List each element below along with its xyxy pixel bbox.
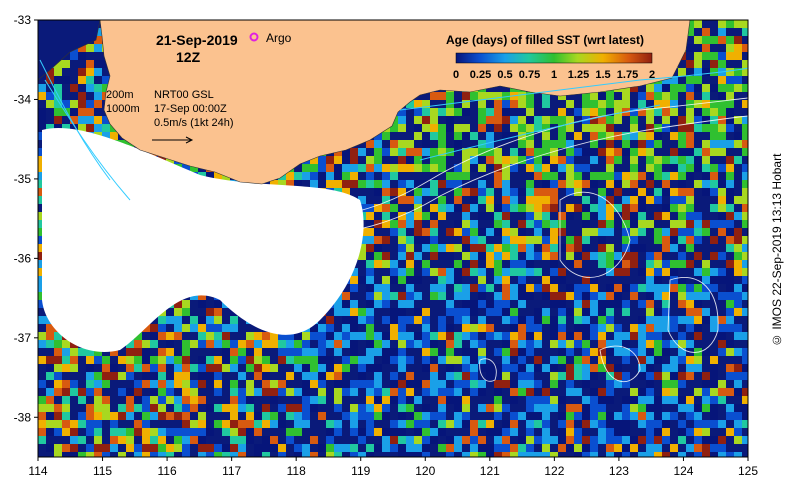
current-scale-label: 0.5m/s (1kt 24h) xyxy=(154,117,233,129)
current-vectors xyxy=(39,59,748,201)
scale-arrow-icon xyxy=(152,136,194,144)
x-tick-label: 115 xyxy=(93,464,112,478)
x-tick-label: 124 xyxy=(673,464,693,478)
colorbar-tick-label: 0 xyxy=(453,69,459,81)
no-data-regions xyxy=(42,128,364,352)
x-tick-label: 120 xyxy=(415,464,435,478)
argo-marker-icon xyxy=(249,32,259,42)
plot-frame xyxy=(37,19,749,458)
x-axis: 114 115 116 117 118 119 120 121 122 123 124 125 xyxy=(28,457,758,478)
colorbar-title: Age (days) of filled SST (wrt latest) xyxy=(446,33,644,47)
y-tick-label: -33 xyxy=(14,13,32,27)
contour-1000-label: 1000m xyxy=(106,103,140,115)
colorbar-tick-label: 2 xyxy=(649,69,655,81)
x-tick-label: 121 xyxy=(480,464,500,478)
x-tick-label: 114 xyxy=(28,464,47,478)
x-tick-label: 119 xyxy=(351,464,370,478)
gsl-date-label: 17-Sep 00:00Z xyxy=(154,103,227,115)
x-tick-label: 122 xyxy=(544,464,564,478)
y-tick-label: -37 xyxy=(14,331,32,345)
colorbar-tick-label: 0.75 xyxy=(519,69,540,81)
bathymetry-contours xyxy=(43,97,748,383)
y-tick-label: -36 xyxy=(14,251,32,265)
y-tick-label: -38 xyxy=(14,410,32,424)
colorbar-tick-label: 1.25 xyxy=(568,69,589,81)
colorbar-tick-label: 0.25 xyxy=(470,69,491,81)
colorbar-tick-label: 1.5 xyxy=(595,69,610,81)
x-tick-label: 116 xyxy=(158,464,177,478)
colorbar xyxy=(455,52,653,64)
contour-200-label: 200m xyxy=(106,89,134,101)
colorbar-tick-label: 0.5 xyxy=(497,69,512,81)
date-label: 21-Sep-2019 xyxy=(156,32,238,48)
y-tick-label: -35 xyxy=(14,172,32,186)
x-tick-label: 118 xyxy=(287,464,306,478)
x-tick-label: 117 xyxy=(222,464,241,478)
colorbar-tick-label: 1.75 xyxy=(617,69,638,81)
x-tick-label: 125 xyxy=(738,464,758,478)
y-tick-label: -34 xyxy=(14,92,32,106)
colorbar-ticks: 0 0.25 0.5 0.75 1 1.25 1.5 1.75 2 xyxy=(453,69,655,81)
credit-text: © IMOS 22-Sep-2019 13:13 Hobart xyxy=(770,153,784,347)
argo-label: Argo xyxy=(266,31,292,45)
western-coast xyxy=(38,20,101,81)
x-tick-label: 123 xyxy=(609,464,629,478)
y-axis: -33 -34 -35 -36 -37 -38 xyxy=(14,13,38,424)
colorbar-tick-label: 1 xyxy=(551,69,557,81)
time-label: 12Z xyxy=(176,49,201,65)
gsl-label: NRT00 GSL xyxy=(154,89,214,101)
